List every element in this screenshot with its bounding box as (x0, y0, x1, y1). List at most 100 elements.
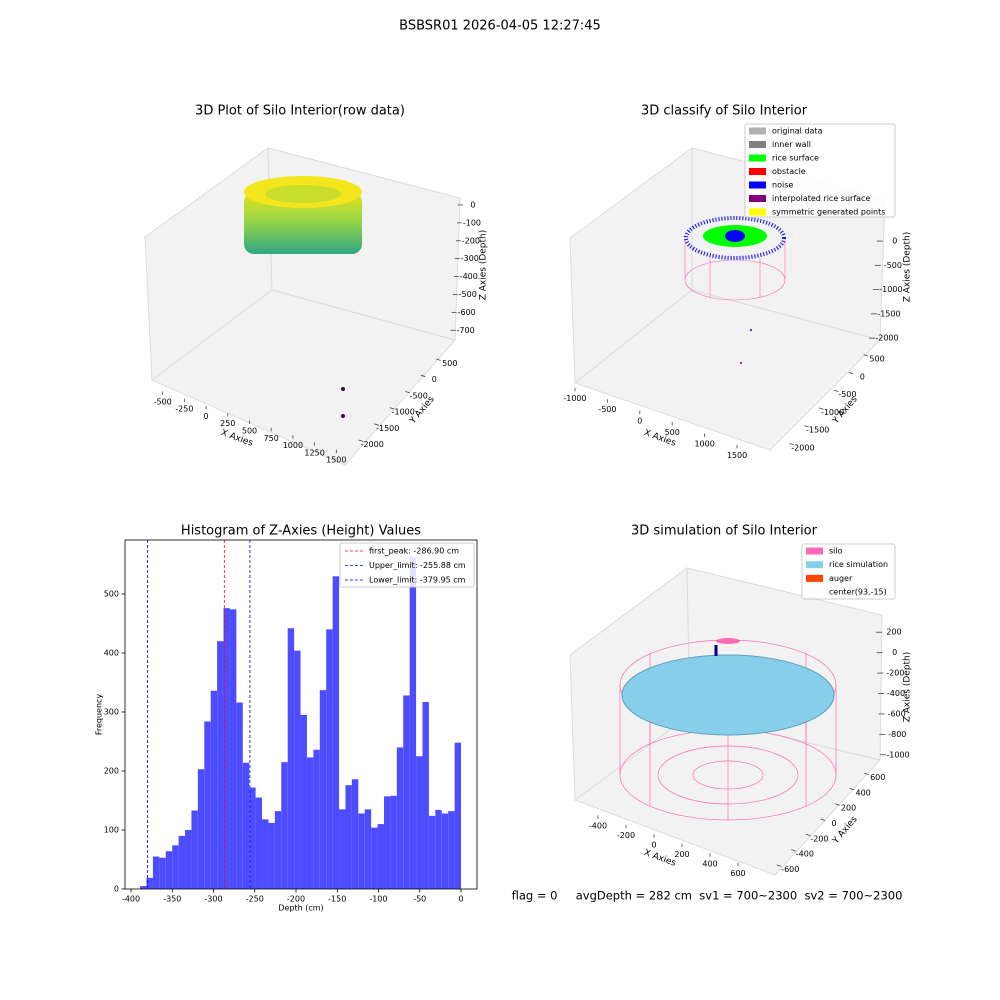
tick-mark (389, 407, 395, 410)
histogram-bar (236, 702, 243, 889)
y-tick-label: -1000 (821, 408, 844, 417)
chart-title: 3D Plot of Silo Interior(row data) (195, 104, 405, 119)
histogram-bar (287, 628, 295, 889)
x-tick-label: -300 (204, 895, 222, 904)
histogram-bar (358, 813, 365, 889)
legend-patch (806, 547, 823, 555)
tick-mark (864, 772, 869, 776)
tick-mark (374, 423, 379, 426)
histogram-bar (319, 690, 327, 889)
tick-mark (791, 849, 796, 852)
x-tick-label: 0 (204, 412, 209, 421)
z-tick-label: -200 (462, 236, 480, 245)
legend-patch (806, 574, 823, 582)
z-tick-label: -400 (460, 272, 478, 281)
y-tick-label: 400 (104, 648, 119, 657)
x-tick-label: 1000 (694, 440, 714, 449)
x-tick-label: 1500 (326, 456, 346, 465)
z-tick-label: -500 (459, 290, 477, 299)
histogram-bar (197, 769, 205, 889)
legend-label: rice surface (772, 154, 819, 163)
y-tick-label: -600 (781, 865, 799, 874)
x-tick-label: 1250 (304, 448, 324, 457)
y-tick-label: 400 (856, 788, 871, 797)
x-tick-label: -350 (163, 895, 181, 904)
chart-title: 3D simulation of Silo Interior (631, 524, 818, 539)
legend-label: first_peak: -286.90 cm (369, 547, 459, 556)
legend-label: Lower_limit: -379.95 cm (369, 576, 466, 585)
histogram-bar (229, 609, 237, 889)
histogram-bar (281, 762, 288, 889)
y-tick-label: 500 (442, 359, 457, 368)
x-tick-label: -200 (617, 831, 635, 840)
legend-label: interpolated rice surface (772, 194, 870, 203)
tick-mark (405, 391, 410, 394)
y-tick-label: 200 (841, 804, 856, 813)
histogram-bar (383, 796, 391, 889)
z-tick-label: -2000 (875, 334, 898, 343)
histogram-bar (262, 819, 269, 889)
tick-mark (820, 818, 826, 821)
z-tick-label: -100 (463, 218, 481, 227)
histogram-bar (268, 822, 275, 889)
x-axis-label: Depth (cm) (278, 904, 323, 913)
status-text: flag = 0 avgDepth = 282 cm sv1 = 700~230… (512, 889, 903, 903)
histogram-bar (409, 556, 417, 889)
tick-mark (805, 833, 811, 837)
x-tick-label: 0 (637, 417, 642, 426)
tick-mark (804, 425, 809, 428)
legend-label: obstacle (772, 167, 806, 176)
x-tick-label: 0 (651, 840, 656, 849)
y-axis-label: Frequency (95, 694, 104, 736)
histogram-bar (255, 797, 263, 889)
z-tick-label: -800 (888, 730, 906, 739)
legend-patch (749, 181, 766, 189)
x-tick-label: -400 (589, 821, 607, 830)
z-tick-label: -500 (884, 261, 902, 270)
legend-patch (749, 195, 766, 202)
histogram-bar (326, 629, 333, 889)
x-tick-label: -400 (122, 895, 140, 904)
z-tick-label: 0 (892, 648, 897, 657)
y-tick-label: 0 (831, 819, 836, 828)
x-tick-label: 1000 (283, 441, 303, 450)
histogram-bar (345, 785, 352, 889)
histogram-bar (217, 641, 224, 889)
legend-patch (749, 141, 766, 148)
histogram-bar (448, 811, 455, 889)
y-tick-label: -500 (838, 390, 856, 399)
x-tick-label: 500 (242, 427, 257, 436)
y-tick-label: -400 (796, 850, 814, 859)
legend-label: silo (829, 547, 843, 556)
tick-mark (436, 358, 441, 361)
legend-box (744, 123, 896, 218)
histogram-bar (435, 809, 442, 889)
histogram-bar (159, 857, 166, 889)
histogram-bar (339, 809, 346, 889)
x-tick-label: 0 (458, 895, 463, 904)
z-tick-label: 0 (892, 237, 897, 246)
axes-frame (124, 539, 478, 890)
z-tick-label: -600 (888, 709, 906, 718)
histogram-bar (146, 877, 153, 889)
y-tick-label: 500 (104, 589, 119, 598)
histogram-bar (191, 810, 198, 889)
z-tick-label: -700 (457, 326, 475, 335)
x-tick-label: -100 (369, 895, 387, 904)
z-axis-label: Z Axies (Depth) (479, 230, 489, 301)
histogram-bar (210, 690, 218, 889)
histogram-bar (165, 851, 173, 889)
tick-mark (833, 389, 839, 393)
tick-mark (818, 407, 824, 410)
histogram-bar (313, 749, 320, 889)
histogram-bar (242, 762, 250, 889)
y-tick-label: 0 (432, 375, 437, 384)
legend-label: rice simulation (829, 560, 888, 569)
x-tick-label: -1000 (563, 394, 586, 403)
tick-mark (849, 788, 855, 791)
histogram-bar (396, 747, 404, 889)
y-tick-label: 500 (869, 355, 884, 364)
histogram-bar (223, 608, 230, 889)
histogram-bar (178, 835, 186, 889)
silo-simulation (619, 638, 837, 821)
